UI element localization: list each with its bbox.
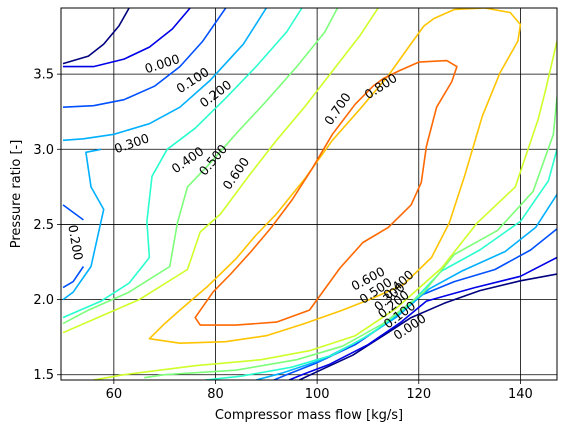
y-tick-label: 1.5 <box>33 368 54 383</box>
y-axis-label: Pressure ratio [-] <box>9 140 24 249</box>
x-tick-label: 120 <box>406 387 431 402</box>
contour-line-0.3 <box>62 8 267 142</box>
x-tick-label: 60 <box>106 387 123 402</box>
contour-label: 0.800 <box>362 70 400 102</box>
x-tick-label: 80 <box>207 387 224 402</box>
contour-lines <box>62 8 557 380</box>
contour-label: 0.200 <box>65 224 86 262</box>
contour-line-0.3 <box>255 193 557 380</box>
plot-frame <box>60 7 558 381</box>
contour-line-0.0 <box>298 273 557 380</box>
y-tick-label: 3.0 <box>33 143 54 158</box>
contour-line-0.2 <box>62 204 84 221</box>
contour-line-0.1 <box>63 8 191 68</box>
axis-ticks: 60 80 100 120 140 1.5 2.0 2.5 3.0 3.5 <box>33 68 533 402</box>
x-tick-label: 140 <box>508 387 533 402</box>
contour-line-0.6 <box>93 40 557 380</box>
contour-line-0.2 <box>273 228 557 380</box>
contour-line-0.4 <box>205 149 557 380</box>
contour-line-0.8 <box>194 59 458 326</box>
y-tick-label: 3.5 <box>33 68 54 83</box>
contour-line-0.5 <box>144 96 557 379</box>
contour-line-0.1 <box>288 256 557 380</box>
contour-line-0.0 <box>62 8 130 65</box>
contour-label: 0.600 <box>219 154 252 192</box>
contour-line-0.3 <box>62 148 105 301</box>
y-tick-label: 2.0 <box>33 293 54 308</box>
contour-line-0.6 <box>62 8 379 334</box>
y-tick-label: 2.5 <box>33 218 54 233</box>
x-axis-label: Compressor mass flow [kg/s] <box>215 408 403 423</box>
contour-line-0.5 <box>62 8 339 325</box>
contour-line-0.4 <box>62 8 303 319</box>
contour-label: 0.000 <box>143 51 182 76</box>
contour-label: 0.300 <box>112 130 151 156</box>
contour-line-0.2 <box>62 266 85 289</box>
grid-lines <box>61 8 557 380</box>
contour-line-0.7 <box>148 8 522 344</box>
contour-label: 0.500 <box>196 141 231 178</box>
contour-line-0.2 <box>62 8 227 108</box>
x-tick-label: 100 <box>305 387 330 402</box>
contour-labels: 0.0000.0000.1000.1000.2000.2000.2000.300… <box>65 51 428 343</box>
